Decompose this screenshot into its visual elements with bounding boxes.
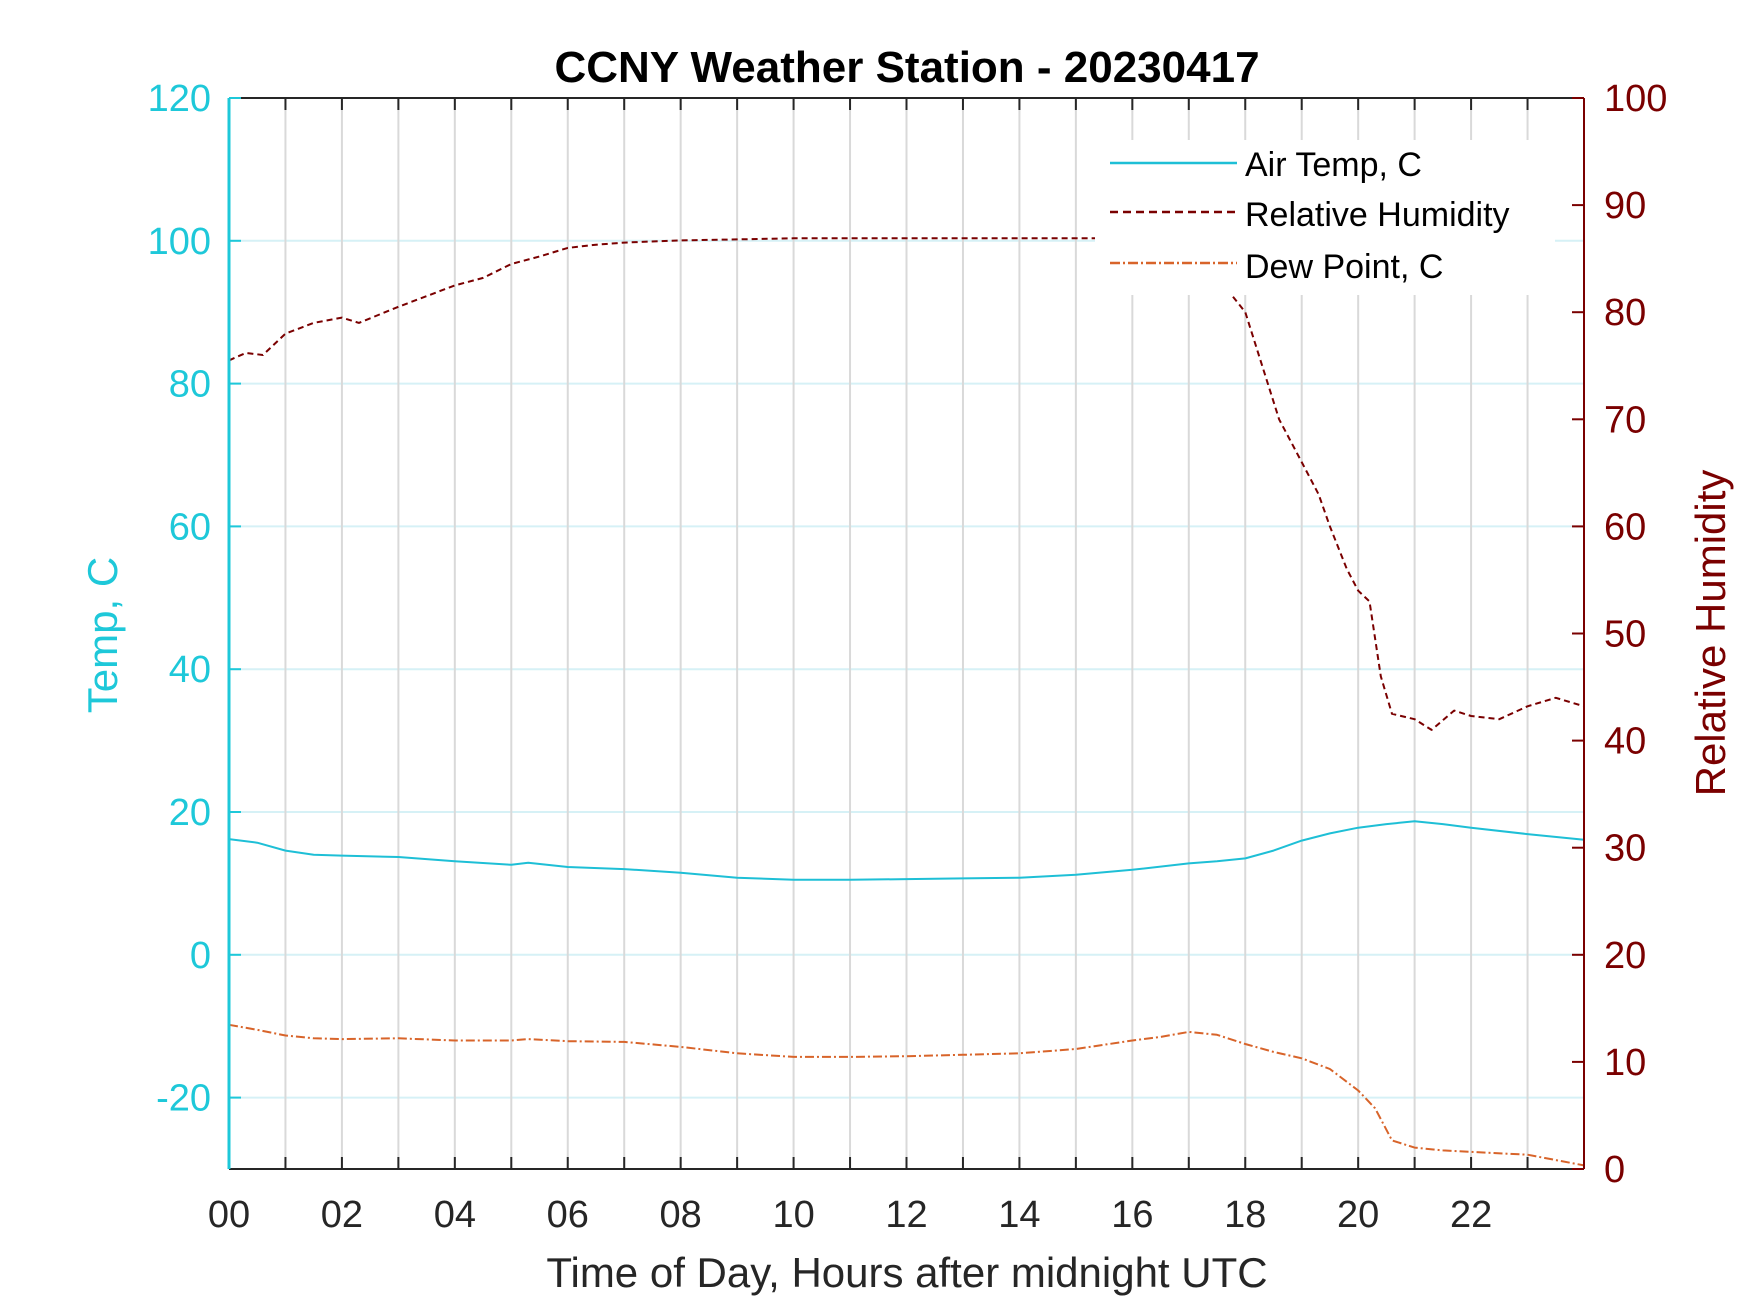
right-tick-label: 50 <box>1604 614 1646 656</box>
grid-lines <box>229 98 1584 1169</box>
x-tick-label: 00 <box>208 1194 250 1236</box>
legend-dew-point-label: Dew Point, C <box>1245 248 1443 286</box>
left-tick-label: 20 <box>169 792 211 834</box>
series-line-0 <box>228 820 1585 881</box>
right-tick-label: 30 <box>1604 828 1646 870</box>
x-axis-label: Time of Day, Hours after midnight UTC <box>546 1249 1267 1296</box>
left-tick-label: 0 <box>190 935 211 977</box>
legend-humidity-label: Relative Humidity <box>1245 196 1510 234</box>
x-tick-label: 22 <box>1450 1194 1492 1236</box>
right-y-axis-label: Relative Humidity <box>1687 470 1734 797</box>
left-tick-label: 120 <box>148 78 211 120</box>
x-tick-label: 10 <box>772 1194 814 1236</box>
x-tick-label: 04 <box>434 1194 476 1236</box>
right-tick-label: 0 <box>1604 1149 1625 1191</box>
left-tick-label: -20 <box>156 1078 211 1120</box>
left-tick-label: 60 <box>169 506 211 548</box>
x-tick-label: 18 <box>1224 1194 1266 1236</box>
left-y-axis-label: Temp, C <box>79 557 126 713</box>
right-tick-label: 100 <box>1604 78 1667 120</box>
right-tick-label: 60 <box>1604 506 1646 548</box>
right-tick-label: 40 <box>1604 721 1646 763</box>
right-tick-label: 80 <box>1604 292 1646 334</box>
legend: Air Temp, C Relative Humidity Dew Point,… <box>1095 140 1555 295</box>
x-tick-label: 12 <box>885 1194 927 1236</box>
right-tick-label: 20 <box>1604 935 1646 977</box>
x-tick-label: 06 <box>547 1194 589 1236</box>
x-tick-label: 02 <box>321 1194 363 1236</box>
left-tick-label: 80 <box>169 364 211 406</box>
x-tick-label: 20 <box>1337 1194 1379 1236</box>
left-tick-label: 100 <box>148 221 211 263</box>
x-tick-label: 16 <box>1111 1194 1153 1236</box>
right-tick-label: 90 <box>1604 185 1646 227</box>
legend-air-temp-label: Air Temp, C <box>1245 146 1422 184</box>
chart-title: CCNY Weather Station - 20230417 <box>554 43 1259 92</box>
right-tick-label: 70 <box>1604 399 1646 441</box>
legend-box <box>1095 140 1555 295</box>
left-tick-label: 40 <box>169 649 211 691</box>
x-tick-label: 08 <box>660 1194 702 1236</box>
x-tick-label: 14 <box>998 1194 1040 1236</box>
series-line-2 <box>228 1023 1585 1167</box>
axes: 00 02 04 06 08 10 12 14 16 18 20 22120100806040200-… <box>148 78 1668 1236</box>
right-tick-label: 10 <box>1604 1042 1646 1084</box>
